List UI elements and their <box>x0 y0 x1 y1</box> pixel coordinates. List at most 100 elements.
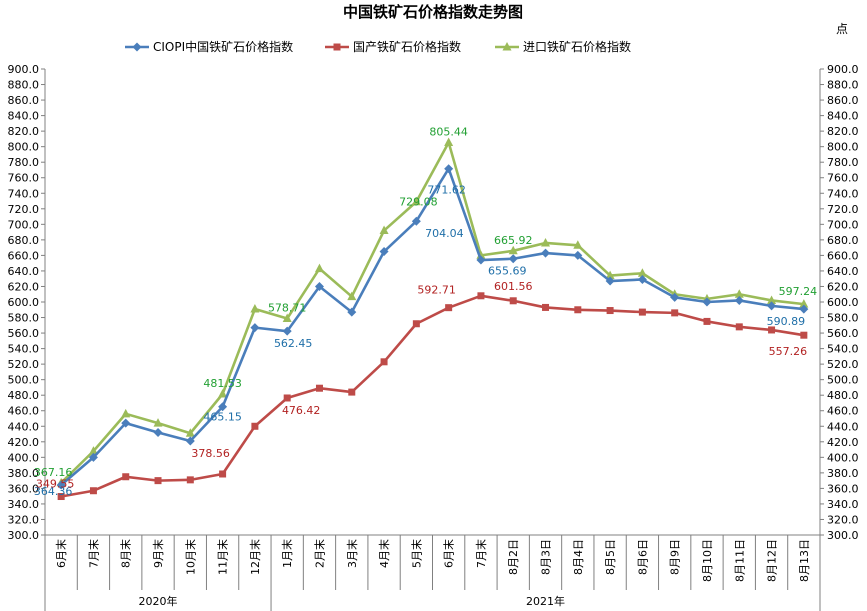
data-point <box>509 297 517 305</box>
data-point <box>508 254 518 264</box>
legend-marker <box>132 42 142 52</box>
series-line <box>60 167 804 487</box>
x-tick-label: 11月末 <box>216 539 230 575</box>
left-y-tick-label: 860.0 <box>8 94 40 107</box>
axes: 300.0 300.0 320.0 320.0 340.0 340.0 360.0 360.0… <box>8 63 859 611</box>
data-point <box>121 408 131 418</box>
legend-label: 进口铁矿石价格指数 <box>523 39 631 54</box>
data-label: 665.92 <box>494 234 533 247</box>
data-point <box>703 317 711 325</box>
right-y-tick-label: 500.0 <box>827 374 859 387</box>
data-point <box>219 470 227 478</box>
left-y-tick-label: 460.0 <box>8 405 40 418</box>
data-point <box>315 384 323 392</box>
right-y-tick-label: 600.0 <box>827 296 859 309</box>
x-group-label: 2021年 <box>526 594 565 608</box>
data-point <box>670 292 680 302</box>
data-point <box>799 299 809 308</box>
legend-marker <box>333 43 341 51</box>
right-y-tick-label: 760.0 <box>827 172 859 185</box>
x-group-label: 2020年 <box>139 594 178 608</box>
data-point <box>88 452 98 462</box>
x-tick-label: 8月10日 <box>701 539 714 582</box>
left-y-tick-label: 580.0 <box>8 312 40 325</box>
data-point <box>411 216 421 226</box>
left-y-tick-label: 500.0 <box>8 374 40 387</box>
left-y-tick-label: 880.0 <box>8 79 40 92</box>
x-tick-label: 7月末 <box>474 539 488 568</box>
data-point <box>702 297 712 307</box>
right-y-tick-label: 700.0 <box>827 218 859 231</box>
right-y-tick-label: 540.0 <box>827 343 859 356</box>
series-layer <box>56 137 809 501</box>
right-y-tick-label: 800.0 <box>827 141 859 154</box>
left-y-tick-label: 680.0 <box>8 234 40 247</box>
data-point <box>638 308 646 316</box>
data-point <box>153 427 163 437</box>
data-label: 601.56 <box>494 280 533 293</box>
data-point <box>218 402 228 412</box>
data-point <box>218 389 228 398</box>
data-point <box>282 313 292 323</box>
left-y-tick-label: 820.0 <box>8 125 40 138</box>
data-point <box>89 487 97 495</box>
left-y-tick-label: 840.0 <box>8 110 40 123</box>
right-y-tick-label: 720.0 <box>827 203 859 216</box>
right-y-tick-label: 560.0 <box>827 327 859 340</box>
x-tick-label: 8月9日 <box>669 539 682 575</box>
data-point <box>186 476 194 484</box>
x-tick-label: 3月末 <box>345 539 359 568</box>
data-point <box>314 281 324 291</box>
x-tick-label: 8月3日 <box>540 539 553 575</box>
data-label: 729.08 <box>399 196 438 209</box>
data-label: 349.55 <box>36 478 75 491</box>
legend-label: 国产铁矿石价格指数 <box>353 39 461 54</box>
x-tick-label: 8月2日 <box>507 539 520 575</box>
data-point <box>250 303 260 313</box>
data-point <box>637 268 647 277</box>
x-tick-label: 8月12日 <box>766 539 779 582</box>
data-point <box>347 291 357 301</box>
data-point <box>88 446 98 455</box>
right-axis-unit: 点 <box>836 22 848 36</box>
data-point <box>606 307 614 315</box>
right-y-tick-label: 520.0 <box>827 358 859 371</box>
right-y-tick-label: 340.0 <box>827 498 859 511</box>
data-point <box>251 422 259 430</box>
data-label: 771.62 <box>427 184 466 197</box>
data-point <box>445 304 453 312</box>
left-y-tick-label: 740.0 <box>8 187 40 200</box>
data-label: 364.36 <box>34 485 73 498</box>
data-point <box>508 245 518 255</box>
x-tick-label: 6月末 <box>442 539 456 568</box>
data-point <box>735 323 743 331</box>
left-y-tick-label: 560.0 <box>8 327 40 340</box>
series-line <box>60 141 805 484</box>
left-y-tick-label: 900.0 <box>8 63 40 76</box>
left-y-tick-label: 660.0 <box>8 249 40 262</box>
left-y-tick-label: 520.0 <box>8 358 40 371</box>
x-tick-label: 6月末 <box>54 539 68 568</box>
data-label: 578.71 <box>268 302 307 315</box>
data-point <box>799 304 809 314</box>
x-tick-label: 8月6日 <box>636 539 649 575</box>
right-y-tick-label: 680.0 <box>827 234 859 247</box>
x-tick-label: 9月末 <box>151 539 165 568</box>
x-tick-label: 4月末 <box>377 539 391 568</box>
data-point <box>122 473 130 481</box>
data-label: 655.69 <box>488 265 527 278</box>
left-y-tick-label: 720.0 <box>8 203 40 216</box>
left-y-tick-label: 320.0 <box>8 513 40 526</box>
data-point <box>768 326 776 334</box>
left-y-tick-label: 600.0 <box>8 296 40 309</box>
data-point <box>185 436 195 446</box>
left-y-tick-label: 300.0 <box>8 529 40 542</box>
left-y-tick-label: 700.0 <box>8 218 40 231</box>
series-0 <box>56 164 809 490</box>
data-point <box>348 388 356 396</box>
x-tick-label: 8月4日 <box>572 539 585 575</box>
data-point <box>800 331 808 339</box>
data-point <box>476 255 486 265</box>
x-tick-label: 8月13日 <box>798 539 811 582</box>
